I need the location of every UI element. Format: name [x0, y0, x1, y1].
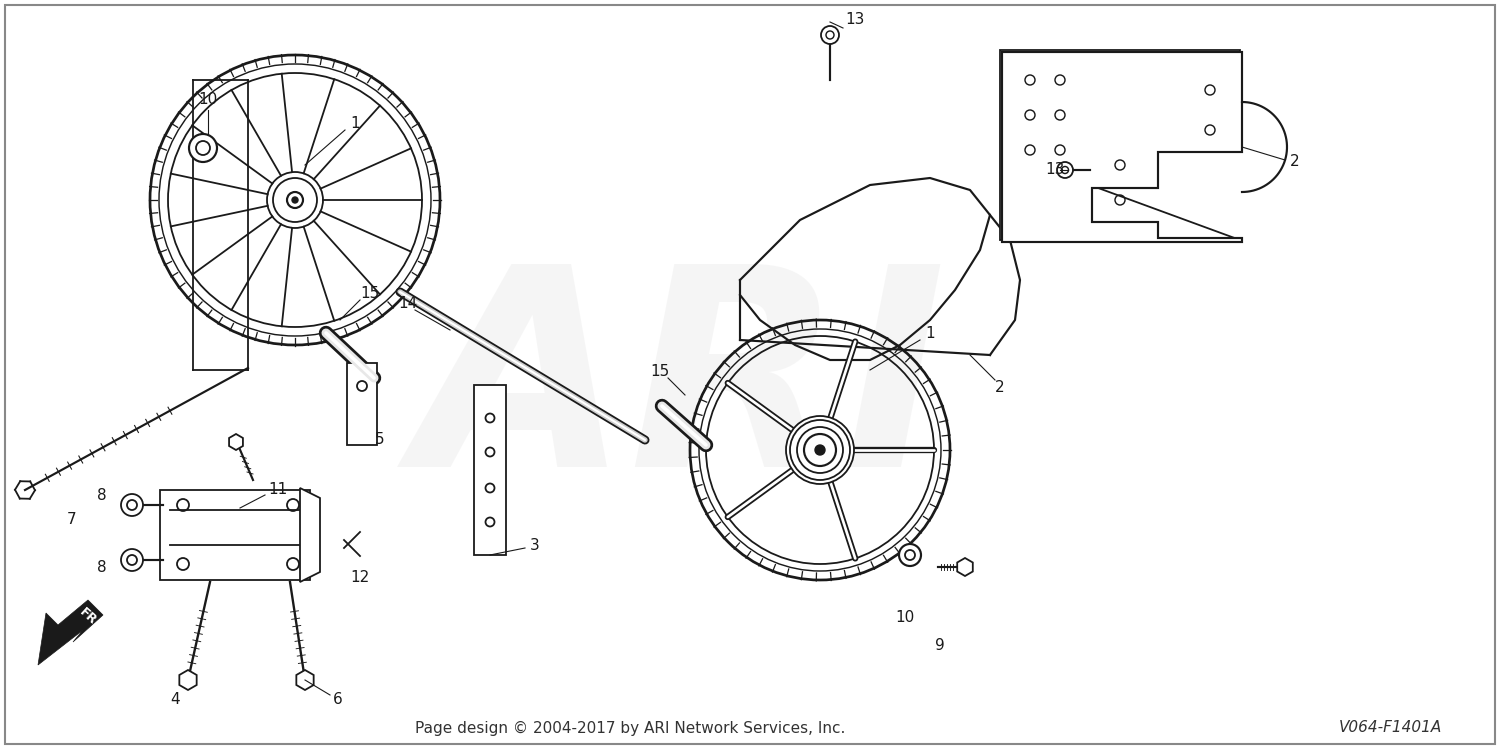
Text: 9: 9: [934, 637, 945, 652]
Circle shape: [1058, 162, 1072, 178]
Circle shape: [122, 494, 142, 516]
FancyBboxPatch shape: [474, 385, 506, 555]
Text: 8: 8: [98, 488, 106, 503]
Text: 15: 15: [651, 365, 669, 380]
Circle shape: [804, 434, 836, 466]
Text: 2: 2: [1290, 154, 1300, 169]
Text: 13: 13: [846, 13, 864, 28]
Polygon shape: [1002, 52, 1242, 242]
Text: 1: 1: [926, 327, 934, 342]
Circle shape: [286, 192, 303, 208]
Polygon shape: [300, 488, 320, 582]
Circle shape: [786, 416, 853, 484]
Text: V064-F1401A: V064-F1401A: [1338, 721, 1442, 736]
Circle shape: [821, 26, 839, 44]
Polygon shape: [38, 600, 104, 665]
Text: 2: 2: [994, 380, 1005, 395]
Text: 1: 1: [350, 117, 360, 132]
Text: 10: 10: [896, 610, 915, 625]
Text: 5: 5: [375, 432, 386, 447]
Text: 8: 8: [98, 560, 106, 574]
Text: ARI: ARI: [414, 255, 946, 525]
Circle shape: [898, 544, 921, 566]
Text: 12: 12: [351, 571, 369, 586]
Text: 6: 6: [333, 693, 344, 708]
Text: Page design © 2004-2017 by ARI Network Services, Inc.: Page design © 2004-2017 by ARI Network S…: [416, 721, 844, 736]
Text: 3: 3: [530, 538, 540, 553]
Text: 10: 10: [198, 92, 217, 108]
Text: 13: 13: [1046, 163, 1065, 178]
Circle shape: [273, 178, 316, 222]
Circle shape: [189, 134, 217, 162]
Text: FR.: FR.: [76, 605, 104, 631]
Circle shape: [292, 197, 298, 203]
Circle shape: [815, 445, 825, 455]
Text: 14: 14: [399, 297, 417, 312]
Polygon shape: [160, 490, 310, 580]
Circle shape: [122, 549, 142, 571]
Polygon shape: [1000, 50, 1240, 240]
Text: 15: 15: [360, 287, 380, 302]
Text: 4: 4: [170, 693, 180, 708]
Text: 7: 7: [68, 512, 76, 527]
FancyBboxPatch shape: [346, 363, 376, 445]
Text: 11: 11: [268, 482, 288, 497]
Circle shape: [796, 427, 843, 473]
